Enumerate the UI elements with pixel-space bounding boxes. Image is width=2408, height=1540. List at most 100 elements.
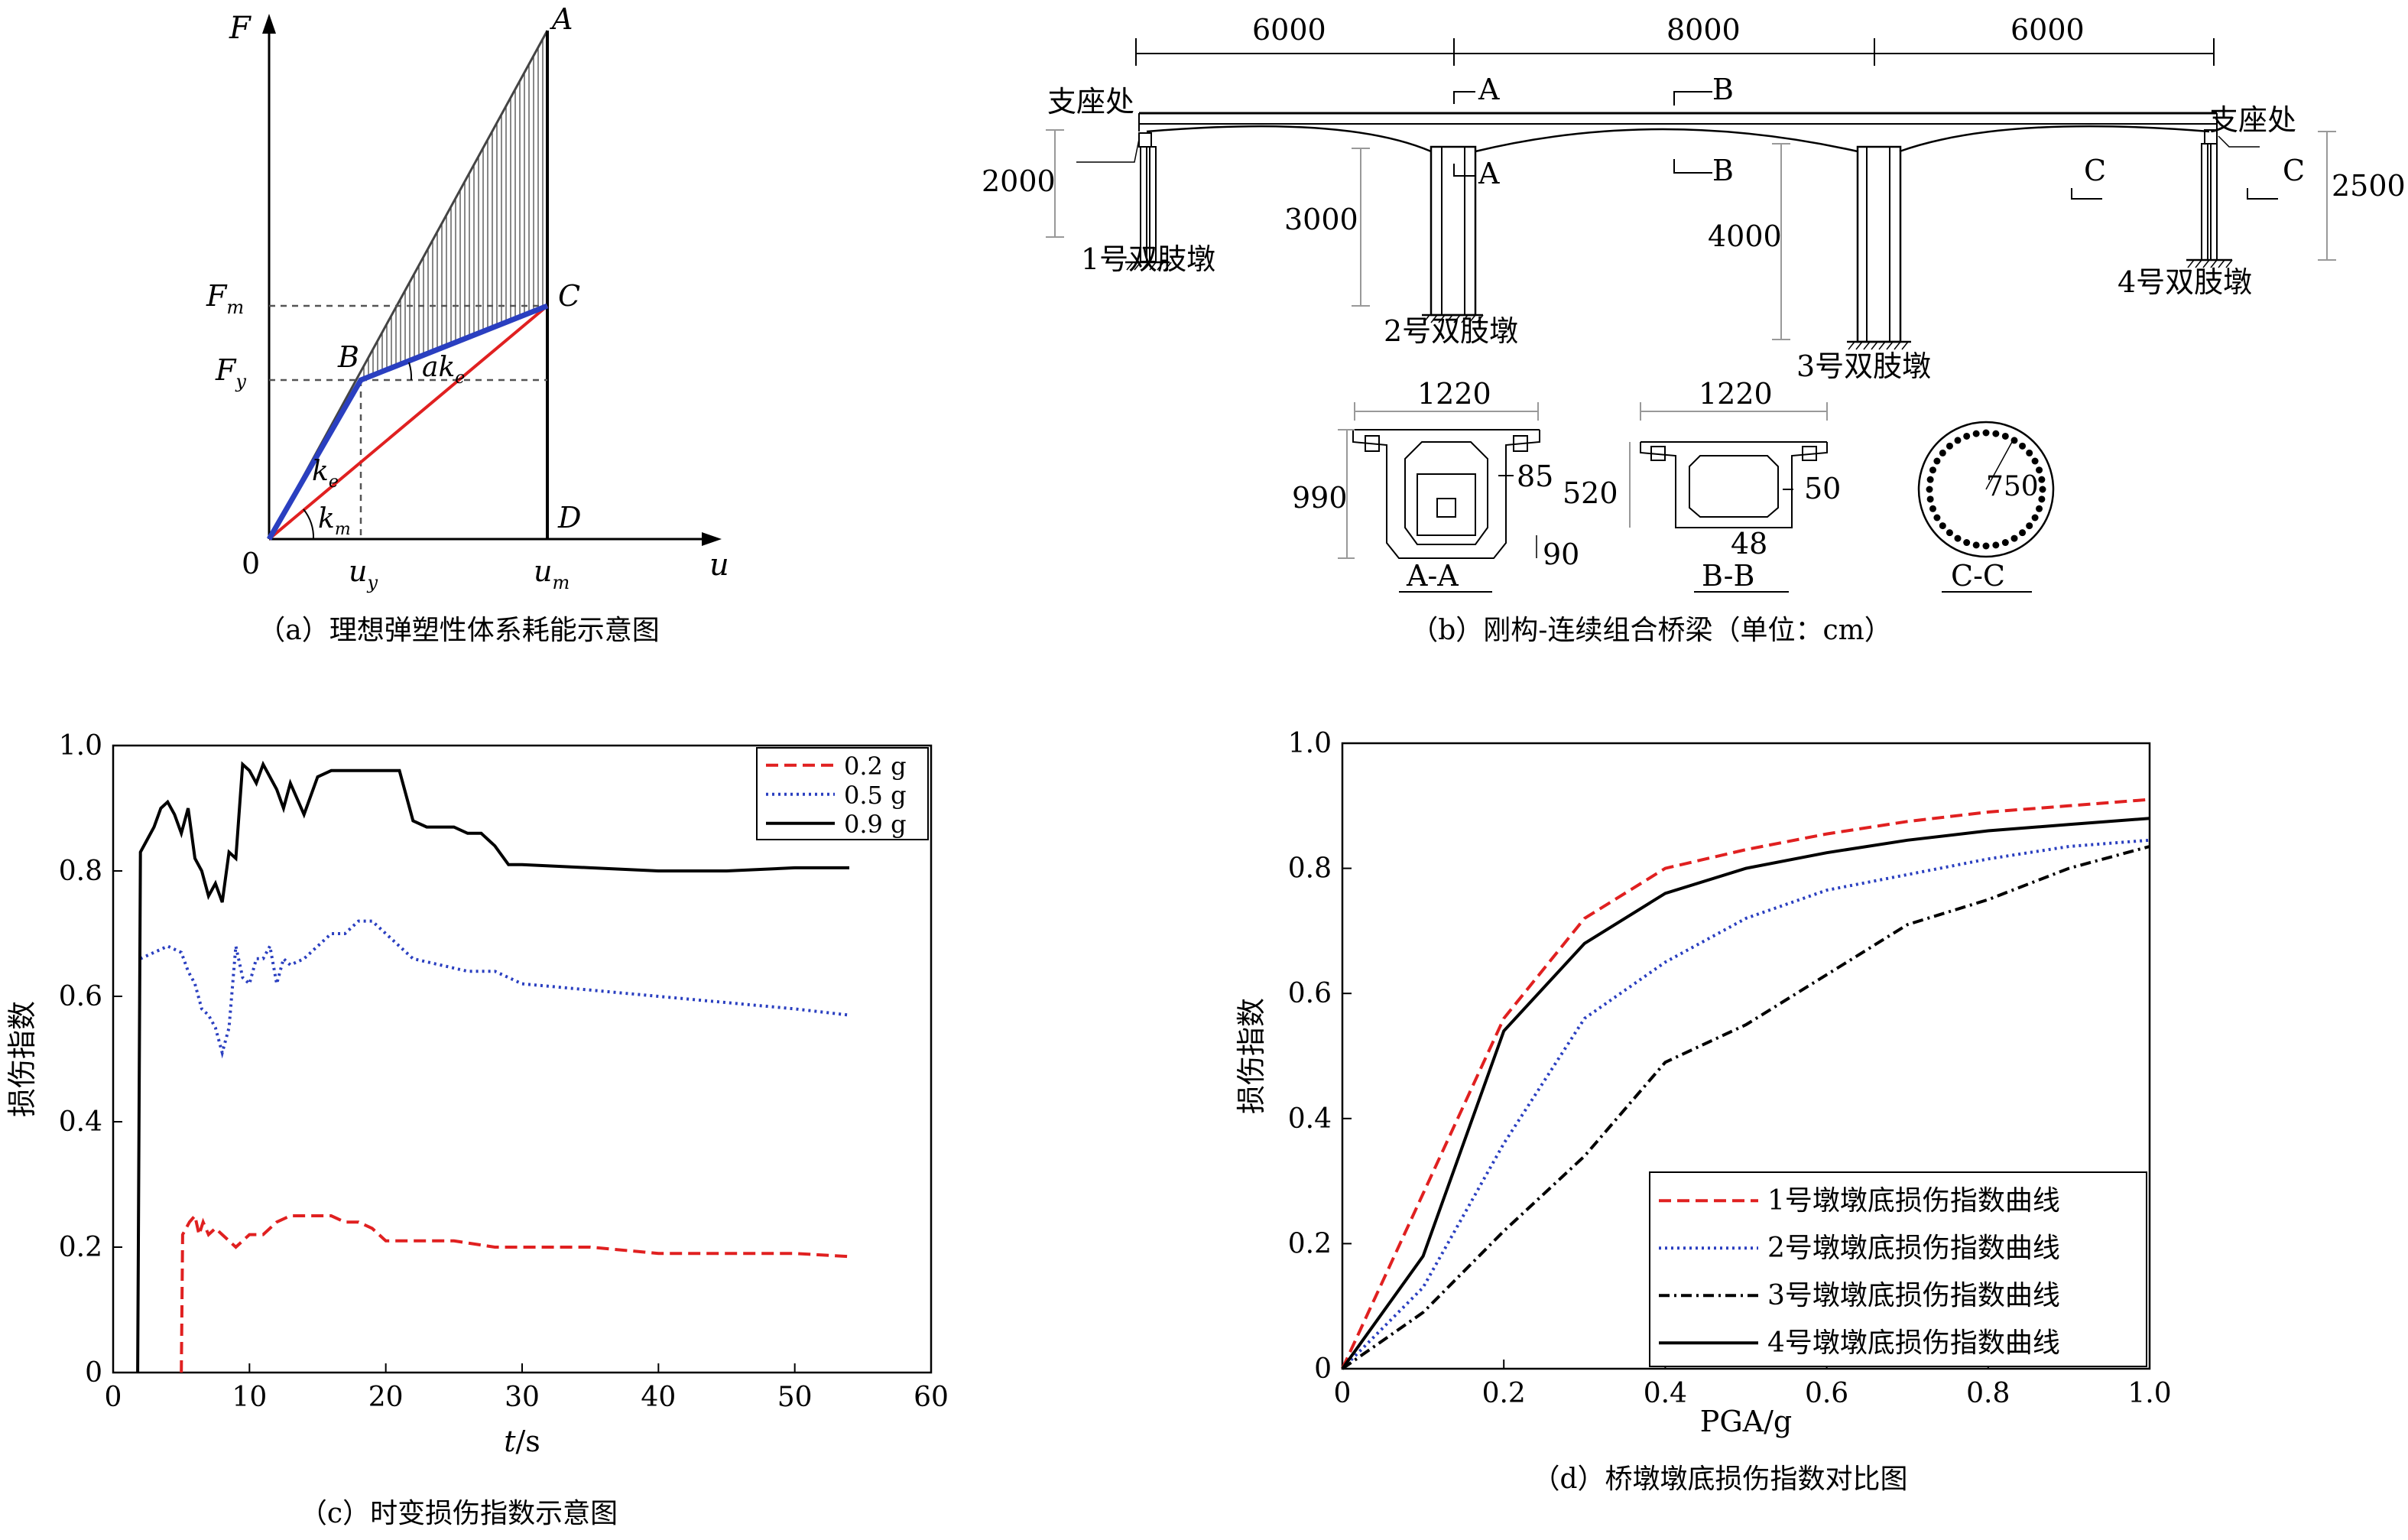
tick-uy: uy	[349, 554, 378, 593]
rebar-dot	[1954, 534, 1962, 542]
pier-4	[2186, 129, 2233, 268]
legend-box	[1649, 1171, 2147, 1367]
section-CC-radius: 750	[1986, 471, 2039, 502]
point-C: C	[558, 279, 580, 313]
rebar-dot	[1982, 542, 1990, 550]
soffit-span-3	[1899, 125, 2210, 153]
tick-um: um	[534, 554, 570, 593]
angle-arc-km	[303, 508, 315, 540]
x-tick-label: 0.8	[1966, 1378, 2010, 1409]
x-tick-label: 20	[368, 1382, 404, 1413]
cut-B-top: B	[1712, 73, 1734, 106]
x-tick-label: 60	[914, 1382, 949, 1413]
section-BB	[1640, 402, 1828, 528]
y-tick-label: 0.6	[59, 981, 102, 1012]
series-line-2	[139, 919, 850, 1059]
elastic-plastic-curve	[266, 303, 549, 541]
series-line-4	[1341, 817, 2150, 1370]
rebar-dot	[1982, 429, 1990, 437]
series-line-3	[1341, 845, 2150, 1370]
pier-3	[1847, 145, 1911, 350]
x-tick-label: 0	[105, 1382, 122, 1413]
rebar-dot	[1954, 437, 1962, 444]
caption-a: （a）理想弹塑性体系耗能示意图	[258, 615, 660, 646]
y-tick-label: 1.0	[1288, 728, 1332, 759]
axis-label-F: F	[229, 11, 252, 46]
cut-C-right: C	[2283, 154, 2305, 187]
x-tick-label: 0.2	[1482, 1378, 1526, 1409]
section-AA-width: 1220	[1417, 377, 1491, 411]
rebar-dot	[2031, 457, 2039, 465]
rebar-dot	[2038, 495, 2046, 503]
rebar-dot	[1963, 539, 1971, 547]
cut-B-bottom: B	[1712, 154, 1734, 187]
secant-line	[268, 304, 549, 541]
rebar-dot	[2026, 522, 2033, 530]
height-pier3: 4000	[1708, 219, 1782, 253]
caption-c: （c）时变损伤指数示意图	[299, 1498, 618, 1529]
energy-diagram: F u 0 A B C D Fm Fy uy um ke km ake	[206, 2, 729, 593]
y-tick-label: 0	[85, 1357, 102, 1389]
point-A: A	[550, 2, 573, 36]
rebar-dot	[1926, 476, 1934, 483]
y-tick-label: 1.0	[59, 730, 102, 762]
cut-C-left: C	[2084, 154, 2106, 187]
x-tick-label: 50	[777, 1382, 813, 1413]
soffit-span-1	[1146, 125, 1432, 153]
x-tick-label: 0.6	[1805, 1378, 1848, 1409]
point-B: B	[337, 340, 359, 374]
rebar-dot	[1926, 486, 1933, 493]
y-tick-label: 0.8	[1288, 853, 1332, 885]
x-tick-label: 10	[232, 1382, 267, 1413]
y-axis-arrow	[262, 14, 276, 34]
chart-d: 0 0.2 0.4 0.6 0.8 1.0 0 0.2 0.4 0.6 0.8 1.0 损伤指数 1号墩墩…	[1235, 728, 2172, 1438]
section-AA	[1352, 402, 1540, 559]
height-pier4: 2500	[2332, 169, 2406, 203]
section-BB-label: B-B	[1702, 559, 1754, 593]
caption-b: （b）刚构-连续组合桥梁（单位：cm）	[1410, 615, 1892, 646]
section-BB-width: 1220	[1699, 377, 1773, 411]
section-CC	[1917, 421, 2055, 558]
y-tick-label: 0.8	[59, 856, 102, 887]
rebar-dot	[1939, 449, 1946, 456]
cut-mark-C	[2071, 188, 2278, 200]
plot-frame	[1341, 742, 2151, 1370]
y-tick-label: 0.2	[1288, 1228, 1332, 1259]
rebar-dot	[2031, 514, 2039, 521]
rebar-dot	[1972, 541, 1980, 549]
rebar-dot	[1933, 457, 1941, 465]
rebar-dot	[2010, 534, 2018, 542]
rebar-dot	[1926, 495, 1934, 503]
bearing-label-right: 支座处	[2209, 103, 2296, 137]
span-2: 8000	[1666, 13, 1741, 47]
x-tick-label: 30	[505, 1382, 540, 1413]
section-CC-label: C-C	[1951, 559, 2005, 593]
rebar-dot	[1992, 541, 2000, 549]
y-tick-label: 0.2	[59, 1232, 102, 1263]
point-D: D	[557, 501, 581, 534]
pier-name-2: 2号双肢墩	[1384, 314, 1518, 348]
y-tick-label: 0	[1314, 1353, 1332, 1385]
rebar-dot	[2010, 437, 2018, 444]
rebar-dot	[1929, 466, 1936, 474]
span-1: 6000	[1252, 13, 1326, 47]
x-tick-label: 40	[641, 1382, 676, 1413]
x-tick-label: 1.0	[2127, 1378, 2171, 1409]
pier-1	[1125, 132, 1172, 271]
panel-a: F u 0 A B C D Fm Fy uy um ke km ake （a）理…	[0, 0, 879, 665]
legend-label: 2号墩墩底损伤指数曲线	[1767, 1233, 2060, 1264]
bearing-leader-right	[2218, 135, 2260, 148]
rebar-dot	[2038, 476, 2046, 483]
series-line-1	[1341, 798, 2150, 1369]
legend-label: 1号墩墩底损伤指数曲线	[1767, 1185, 2060, 1217]
legend-label: 0.2 g	[844, 752, 907, 781]
bearing-label-left: 支座处	[1047, 85, 1134, 119]
rebar-dot	[1929, 505, 1936, 512]
panel-c: 0 10 20 30 40 50 60 0 0.2 0.4 0.6 0.8 1.0 损伤指数 0.2 g 0.…	[0, 703, 986, 1537]
origin-label: 0	[242, 547, 260, 580]
bridge-drawing: 6000 8000 6000	[982, 13, 2406, 593]
bearing-leader-left	[1076, 138, 1140, 163]
legend-label: 0.9 g	[844, 810, 907, 839]
rebar-dot	[1939, 522, 1946, 530]
